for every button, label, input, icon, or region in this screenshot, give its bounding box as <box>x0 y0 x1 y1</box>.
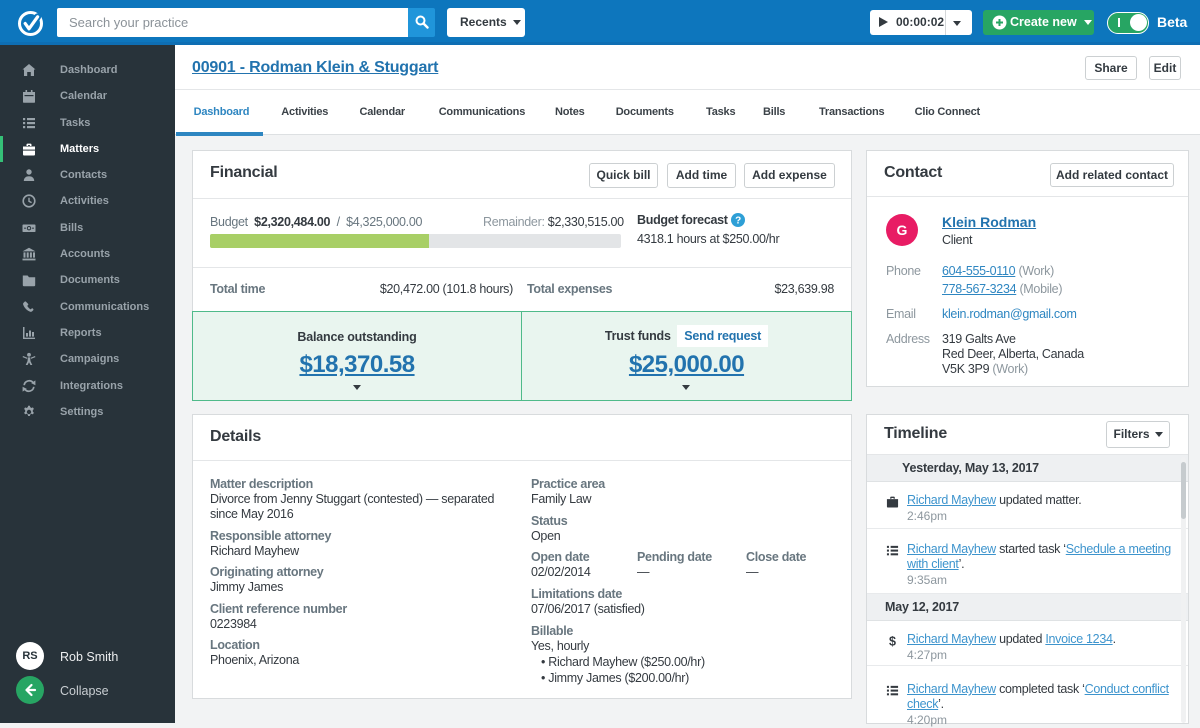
svg-text:$: $ <box>889 635 896 647</box>
svg-text:?: ? <box>735 216 741 227</box>
